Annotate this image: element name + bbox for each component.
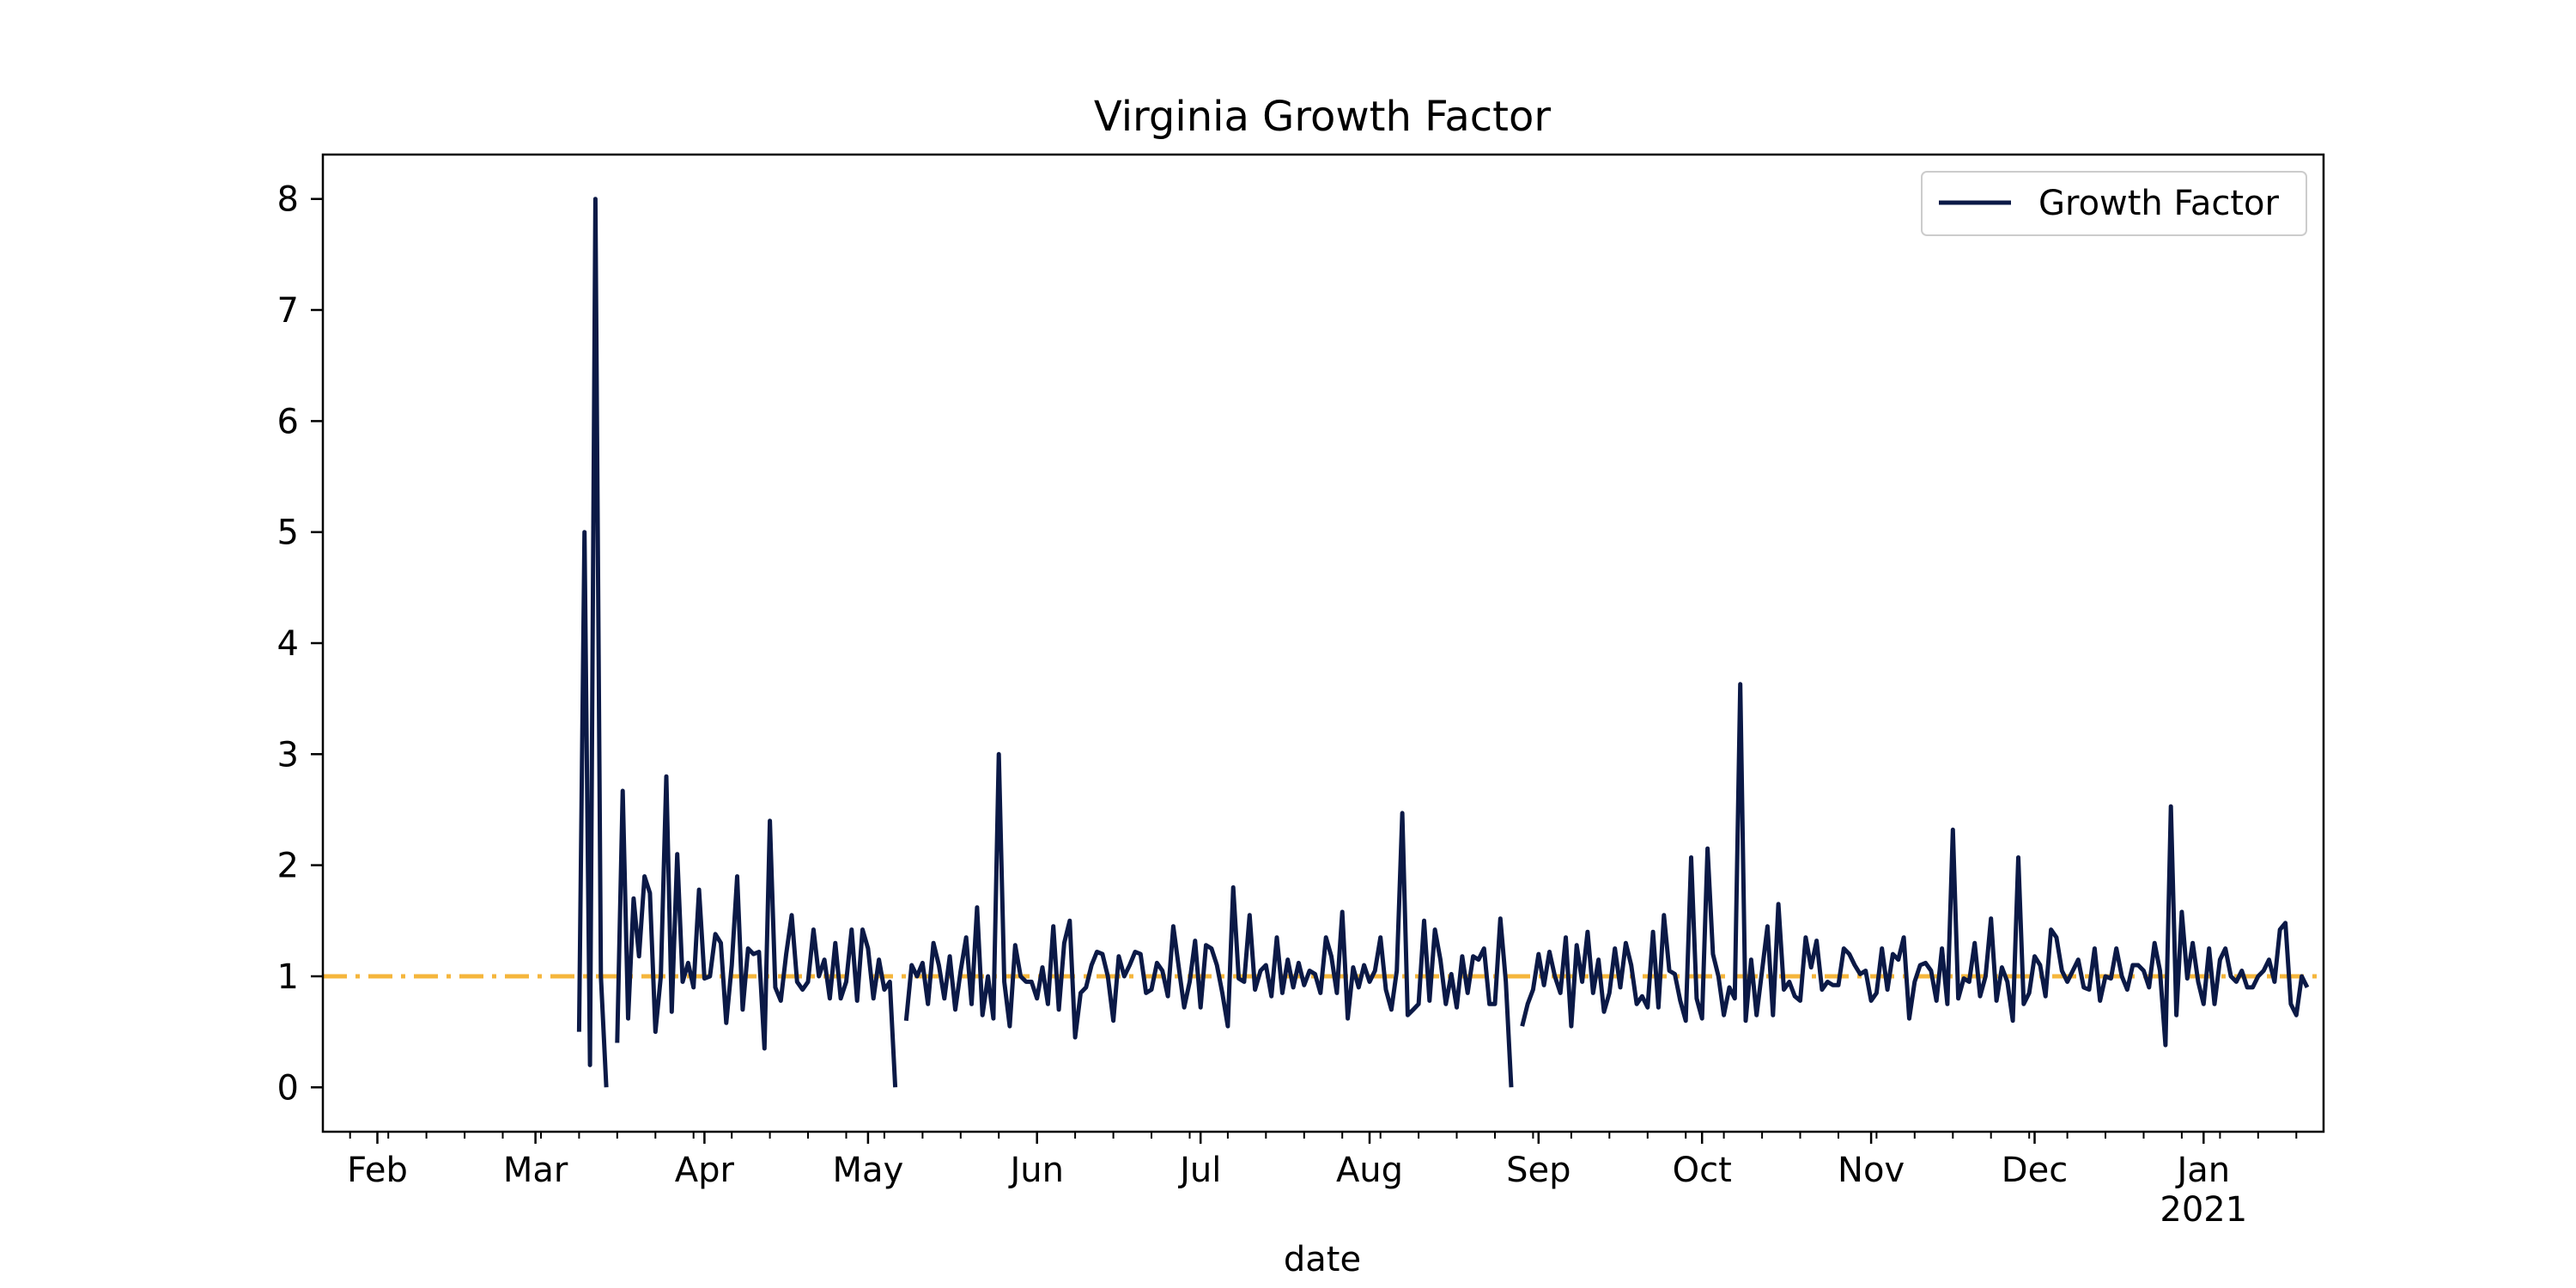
legend-label-growth-factor: Growth Factor: [2038, 184, 2279, 223]
x-tick-label: Apr: [675, 1151, 735, 1190]
x-tick-label: Jul: [1177, 1151, 1221, 1190]
x-tick-label: Mar: [503, 1151, 568, 1190]
y-tick-label: 1: [277, 957, 299, 997]
y-tick-label: 0: [277, 1068, 299, 1108]
legend-box: [1921, 171, 2307, 236]
series-line-segment: [615, 774, 898, 1088]
x-tick-label: Nov: [1838, 1151, 1905, 1190]
x-tick-year-label: 2021: [2160, 1190, 2247, 1230]
series-line-segment: [903, 751, 1514, 1088]
chart-title: Virginia Growth Factor: [1094, 93, 1551, 141]
series-line-segment: [1520, 682, 2310, 1048]
x-tick-label: Dec: [2002, 1151, 2068, 1190]
y-tick-label: 4: [277, 624, 299, 664]
x-tick-label: Oct: [1673, 1151, 1732, 1190]
x-tick-label: Jun: [1007, 1151, 1064, 1190]
y-tick-label: 7: [277, 291, 299, 331]
x-tick-label: Aug: [1336, 1151, 1403, 1190]
legend: Growth Factor: [1921, 171, 2307, 236]
y-tick-label: 8: [277, 180, 299, 220]
x-axis-label: date: [1284, 1240, 1361, 1279]
x-tick-label: Sep: [1506, 1151, 1571, 1190]
y-tick-label: 2: [277, 847, 299, 886]
x-tick-label: Jan: [2174, 1151, 2230, 1190]
series-layer: [576, 197, 2310, 1088]
x-tick-label: Feb: [347, 1151, 408, 1190]
y-axis: 0 1 2 3 4 5 6 7 8: [277, 180, 323, 1108]
series-line-segment: [576, 197, 609, 1088]
y-tick-label: 6: [277, 402, 299, 441]
y-tick-label: 3: [277, 735, 299, 775]
y-tick-label: 5: [277, 513, 299, 553]
x-tick-label: May: [833, 1151, 904, 1190]
